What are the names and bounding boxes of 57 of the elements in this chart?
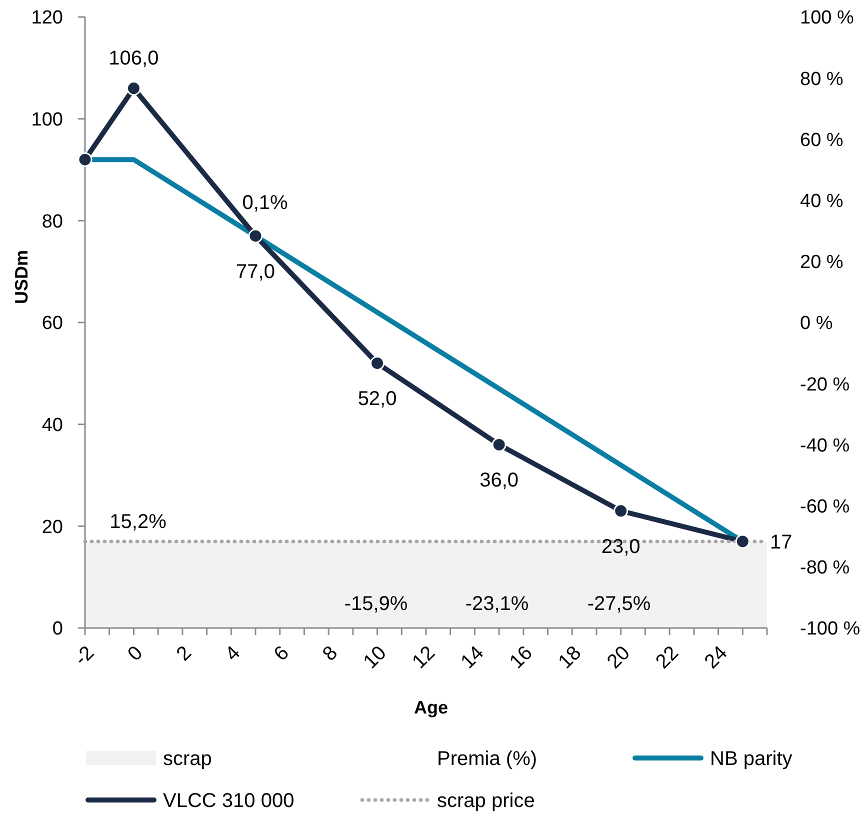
y-tick-label: 0	[52, 618, 63, 640]
annotation: 0,1%	[242, 192, 288, 214]
y2-tick-label: -100 %	[800, 618, 860, 640]
y2-tick-label: -40 %	[800, 435, 850, 456]
x-tick-label: 0	[124, 642, 148, 666]
text: Premia (%)	[437, 748, 538, 770]
y2-tick-label: 40 %	[800, 190, 844, 212]
x-tick-label: 16	[506, 642, 537, 674]
y2-tick-label: -20 %	[800, 374, 850, 396]
x-tick-label: 10	[359, 642, 391, 674]
point	[492, 437, 506, 452]
y2-tick-label: 0 %	[800, 313, 833, 334]
y2-tick-label: 60 %	[800, 130, 844, 151]
annotation: -27,5%	[587, 593, 651, 615]
x-tick-label: -2	[70, 642, 98, 670]
x-tick-label: 12	[408, 642, 440, 674]
point	[78, 152, 92, 167]
y-axis-title: USDm	[11, 250, 32, 304]
x-tick-label: 14	[456, 642, 488, 674]
point	[126, 81, 141, 96]
legend-label: VLCC 310 000	[163, 790, 294, 812]
y-tick-label: 40	[42, 414, 63, 436]
x-tick-label: 8	[318, 642, 342, 666]
y-tick-label: 80	[42, 211, 63, 232]
y2-tick-label: 100 %	[800, 8, 854, 29]
x-tick-label: 24	[700, 642, 732, 674]
data-label: 36,0	[480, 470, 519, 492]
annotation: -23,1%	[465, 593, 529, 615]
data-label: 77,0	[236, 260, 275, 283]
x-tick-label: 4	[221, 642, 245, 666]
y-tick-label: 100	[31, 109, 63, 130]
y-tick-label: 20	[42, 516, 63, 538]
x-tick-label: 22	[652, 642, 684, 674]
point	[735, 534, 750, 549]
point	[370, 356, 385, 370]
data-label: 106,0	[108, 47, 159, 70]
x-tick-label: 2	[172, 642, 196, 666]
point	[248, 228, 263, 244]
data-label: 17	[770, 531, 792, 554]
annotation: 15,2%	[110, 511, 167, 533]
x-axis-title: Age	[414, 697, 448, 718]
y-tick-label: 60	[42, 313, 63, 334]
legend-label: scrap price	[437, 790, 535, 812]
legend-label: NB parity	[710, 748, 792, 770]
point	[614, 504, 628, 518]
data-label: 52,0	[358, 388, 397, 410]
legend-label: scrap	[163, 748, 212, 770]
annotation: -15,9%	[344, 593, 408, 615]
y2-tick-label: 80 %	[800, 68, 844, 90]
y2-tick-label: 20 %	[800, 252, 844, 274]
y-tick-label: 120	[31, 8, 63, 29]
data-label: 23,0	[601, 536, 640, 558]
y2-tick-label: -80 %	[800, 558, 850, 579]
y2-tick-label: -60 %	[800, 496, 850, 518]
x-tick-label: 20	[603, 642, 634, 674]
x-tick-label: 6	[270, 642, 294, 666]
x-tick-label: 18	[554, 642, 586, 674]
